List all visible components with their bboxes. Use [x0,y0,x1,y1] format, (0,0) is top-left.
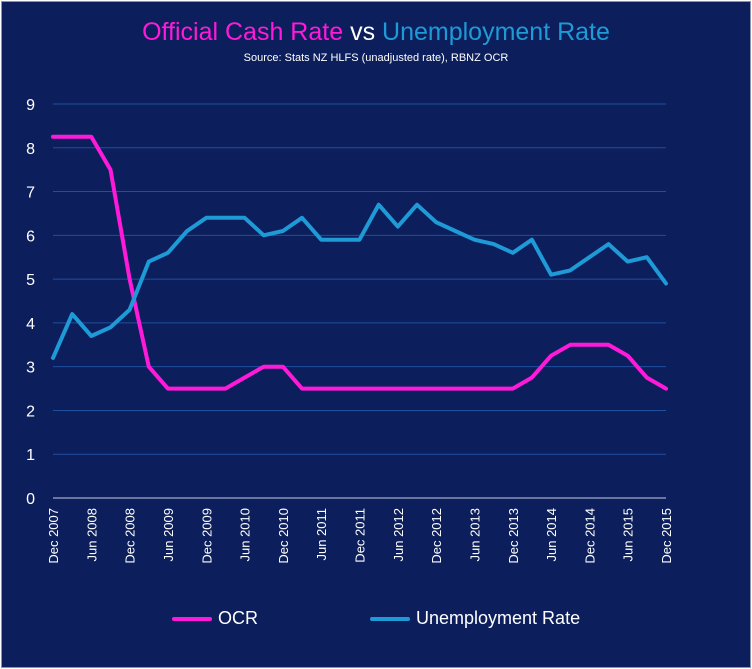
x-tick-label: Jun 2012 [391,508,406,562]
y-tick-label: 8 [26,141,35,158]
x-tick-label: Dec 2007 [46,508,61,564]
x-tick-label: Dec 2010 [276,508,291,564]
y-tick-label: 1 [26,447,35,464]
y-tick-label: 6 [26,228,35,245]
y-tick-label: 3 [26,360,35,377]
x-tick-label: Dec 2012 [429,508,444,564]
y-tick-label: 2 [26,403,35,420]
series-line-unemployment [51,202,668,360]
legend-swatch-unemployment [370,616,410,621]
x-tick-label: Jun 2011 [314,508,329,561]
legend-swatch-ocr [172,616,212,621]
legend-item-unemployment: Unemployment Rate [370,608,580,629]
x-tick-label: Dec 2009 [199,508,214,564]
y-tick-label: 5 [26,272,35,289]
x-tick-label: Jun 2015 [621,508,636,562]
y-tick-label: 9 [26,97,35,114]
x-tick-label: Jun 2009 [161,508,176,562]
series-line-ocr [51,134,668,391]
x-tick-label: Jun 2010 [238,508,253,562]
x-tick-label: Dec 2011 [353,508,368,563]
x-tick-label: Jun 2013 [467,508,482,562]
legend-label-ocr: OCR [218,608,258,628]
y-tick-label: 0 [26,491,35,508]
x-tick-label: Dec 2014 [582,508,597,564]
x-tick-label: Dec 2015 [659,508,674,564]
title-ocr: Official Cash Rate [142,18,344,46]
y-tick-label: 4 [26,316,35,333]
chart-subtitle: Source: Stats NZ HLFS (unadjusted rate),… [243,52,509,64]
legend-item-ocr: OCR [172,608,258,629]
x-tick-label: Jun 2014 [544,508,559,562]
y-tick-label: 7 [26,185,35,202]
x-tick-label: Jun 2008 [84,508,99,562]
legend-label-unemployment: Unemployment Rate [416,608,581,628]
x-tick-label: Dec 2013 [506,508,521,564]
chart-legend: OCR Unemployment Rate [0,608,752,634]
x-tick-label: Dec 2008 [123,508,138,564]
title-vs: vs [350,18,376,46]
chart-title: Official Cash Rate vs Unemployment Rate [0,18,752,47]
title-unemployment: Unemployment Rate [382,18,610,46]
